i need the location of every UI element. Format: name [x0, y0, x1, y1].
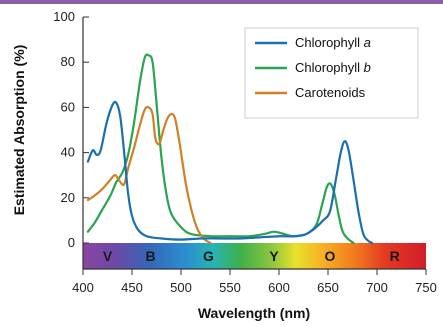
legend-label-main: Carotenoids: [295, 85, 366, 100]
y-tick-label: 60: [61, 99, 75, 114]
spectrum-letter-y: Y: [269, 248, 279, 264]
x-tick-label: 750: [415, 280, 437, 295]
legend-label-carotenoids: Carotenoids: [295, 85, 366, 100]
spectrum-letter-g: G: [203, 248, 214, 264]
spectrum-letter-r: R: [390, 248, 400, 264]
y-tick-label: 80: [61, 54, 75, 69]
y-tick-label: 100: [53, 9, 75, 24]
series-layer: [86, 53, 374, 245]
legend-label-main: Chlorophyll: [295, 35, 364, 50]
spectrum-letter-o: O: [325, 248, 336, 264]
y-tick-label: 40: [61, 145, 75, 160]
legend-label-chlorophyll-a: Chlorophyll a: [295, 35, 371, 50]
y-tick-label: 0: [68, 235, 75, 250]
x-tick-label: 550: [219, 280, 241, 295]
x-tick-label: 700: [366, 280, 388, 295]
x-tick-label: 500: [170, 280, 192, 295]
legend-label-chlorophyll-b: Chlorophyll b: [295, 60, 371, 75]
spectrum-band: [83, 243, 426, 269]
series-line-chlorophyll-a: [86, 100, 374, 245]
x-tick-label: 650: [317, 280, 339, 295]
legend-label-italic: a: [364, 35, 371, 50]
legend-label-italic: b: [364, 60, 371, 75]
spectrum-letter-b: B: [146, 248, 156, 264]
y-tick-label: 20: [61, 190, 75, 205]
spectrum-letter-v: V: [103, 248, 113, 264]
top-border-strip: [0, 0, 443, 4]
x-tick-label: 400: [72, 280, 94, 295]
y-ticks: 0 20 40 60 80 100: [53, 9, 89, 250]
x-axis-title: Wavelength (nm): [198, 305, 310, 321]
y-axis-title: Estimated Absorption (%): [11, 45, 27, 216]
x-ticks: 400 450 500 550 600 650 700 750: [72, 269, 437, 295]
x-tick-label: 600: [268, 280, 290, 295]
series-line-chlorophyll-b: [86, 53, 355, 245]
legend-label-main: Chlorophyll: [295, 60, 364, 75]
x-tick-label: 450: [121, 280, 143, 295]
series-line-carotenoids: [86, 105, 212, 245]
